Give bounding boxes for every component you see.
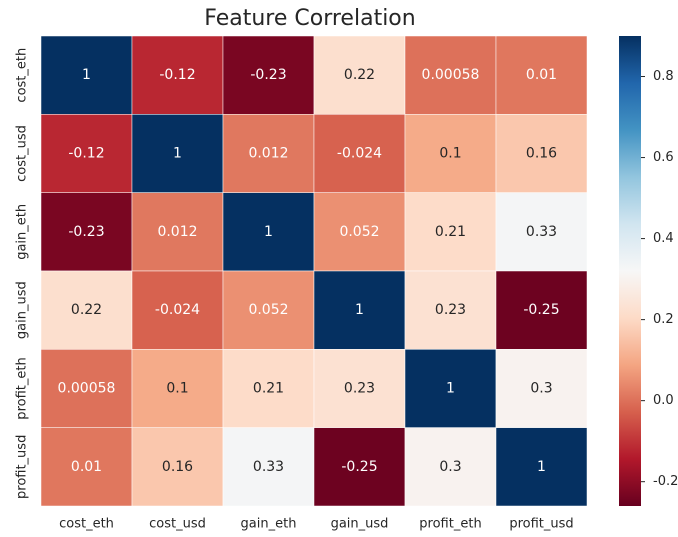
x-tick-label: gain_eth (241, 517, 297, 532)
cell-label: 0.3 (530, 381, 552, 397)
cell-label: 0.1 (439, 146, 461, 162)
cell-label: 0.33 (526, 224, 557, 240)
heatmap-cell (131, 349, 224, 428)
heatmap-cell (495, 427, 588, 507)
heatmap-cell (222, 349, 315, 428)
chart-title: Feature Correlation (204, 6, 415, 31)
cell-label: -0.12 (68, 146, 104, 162)
heatmap-cell (40, 35, 133, 115)
cell-label: 1 (537, 459, 546, 475)
heatmap-cell (313, 270, 406, 350)
heatmap-cell (313, 427, 406, 507)
cell-label: -0.024 (337, 146, 382, 162)
cell-label: -0.024 (155, 302, 200, 318)
heatmap-cell (495, 349, 588, 428)
x-tick-label: cost_usd (149, 517, 206, 532)
heatmap-cell (404, 35, 497, 115)
cell-label: 1 (446, 381, 455, 397)
cell-label: 0.22 (344, 67, 375, 83)
cell-label: 0.21 (435, 224, 466, 240)
colorbar-tick-label: 0.0 (653, 393, 674, 408)
cell-label: -0.25 (341, 459, 377, 475)
cell-label: 1 (82, 67, 91, 83)
colorbar (619, 36, 641, 506)
cell-label: -0.23 (250, 67, 286, 83)
heatmap-cell (40, 349, 133, 428)
x-tick-label: cost_eth (59, 517, 114, 532)
cell-label: -0.23 (68, 224, 104, 240)
cell-label: 0.01 (526, 67, 557, 83)
colorbar-tick-label: 0.4 (653, 231, 674, 246)
heatmap-cell (40, 114, 133, 193)
cell-label: 0.052 (339, 224, 379, 240)
colorbar-tick-label: 0.6 (653, 150, 674, 165)
y-tick-label: gain_usd (15, 281, 30, 339)
cell-label: -0.25 (523, 302, 559, 318)
cell-label: 0.00058 (422, 67, 480, 83)
cell-label: 0.33 (253, 459, 284, 475)
cell-label: 0.012 (157, 224, 197, 240)
x-tick-label: gain_usd (331, 517, 389, 532)
heatmap-cell (404, 427, 497, 507)
heatmap-cell (404, 192, 497, 272)
cell-label: -0.12 (159, 67, 195, 83)
heatmap-cell (40, 270, 133, 350)
cell-label: 0.16 (526, 146, 557, 162)
heatmap-cell (404, 349, 497, 428)
cell-label: 0.21 (253, 381, 284, 397)
cell-label: 0.01 (71, 459, 102, 475)
heatmap-cell (404, 270, 497, 350)
x-tick-label: profit_eth (419, 517, 481, 532)
cell-label: 0.1 (166, 381, 188, 397)
cell-label: 1 (173, 146, 182, 162)
heatmap-cell (313, 35, 406, 115)
cell-label: 0.3 (439, 459, 461, 475)
heatmap-cell (40, 427, 133, 507)
cell-label: 0.22 (71, 302, 102, 318)
colorbar-tick-label: 0.8 (653, 69, 674, 84)
y-tick-label: profit_usd (15, 435, 30, 499)
heatmap-cell (495, 270, 588, 350)
heatmap-cell (131, 192, 224, 272)
cell-label: 0.23 (435, 302, 466, 318)
y-tick-label: gain_eth (15, 204, 30, 260)
cell-label: 0.012 (248, 146, 288, 162)
y-tick-label: cost_usd (15, 125, 30, 182)
heatmap-cell (495, 114, 588, 193)
x-tick-label: profit_usd (509, 517, 573, 532)
colorbar-tick-label: 0.2 (653, 312, 674, 327)
cell-label: 0.00058 (58, 381, 116, 397)
heatmap-cell (40, 192, 133, 272)
heatmap-cell (313, 192, 406, 272)
heatmap-cell (495, 192, 588, 272)
heatmap-cell (222, 35, 315, 115)
heatmap-cell (222, 192, 315, 272)
cell-label: 0.16 (162, 459, 193, 475)
colorbar-tick-label: -0.2 (653, 474, 678, 489)
heatmap-cell (131, 270, 224, 350)
cell-label: 1 (355, 302, 364, 318)
heatmap-cell (313, 349, 406, 428)
heatmap-cell (222, 270, 315, 350)
cell-label: 0.23 (344, 381, 375, 397)
heatmap-cell (131, 114, 224, 193)
heatmap-cell (313, 114, 406, 193)
y-tick-label: profit_eth (15, 357, 30, 419)
heatmap-cell (495, 35, 588, 115)
heatmap-cell (131, 35, 224, 115)
cell-label: 1 (264, 224, 273, 240)
y-tick-label: cost_eth (15, 48, 30, 103)
cell-label: 0.052 (248, 302, 288, 318)
